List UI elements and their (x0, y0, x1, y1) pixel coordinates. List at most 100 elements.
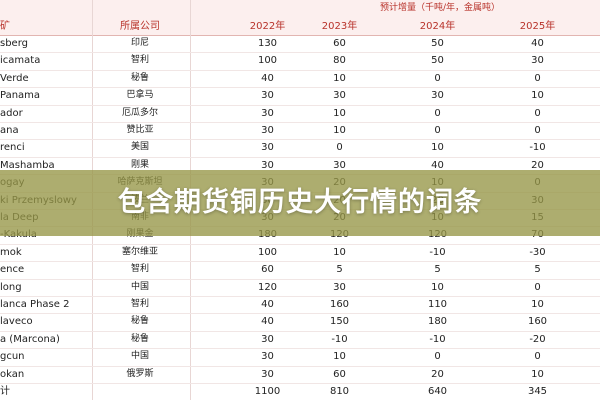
mine-name: renci (0, 142, 25, 154)
value: 150 (329, 316, 350, 328)
value: 345 (527, 386, 548, 397)
country: 中国 (130, 281, 149, 292)
country: 巴拿马 (126, 90, 154, 101)
row-divider (0, 104, 600, 106)
value: -10 (331, 333, 348, 345)
value: 10 (531, 90, 544, 102)
value: 30 (261, 351, 274, 363)
super-header: 预计增量（千吨/年，金属吨） (379, 3, 501, 13)
value: 40 (531, 38, 544, 49)
country: 秘鲁 (130, 72, 149, 83)
country: 中国 (130, 351, 149, 362)
column-header: 2024年 (419, 21, 456, 32)
header-background (0, 0, 600, 36)
country: 秘鲁 (130, 316, 149, 327)
value: 10 (531, 368, 544, 380)
value: 160 (329, 299, 350, 310)
row-divider (0, 278, 600, 280)
value: 100 (257, 55, 278, 67)
value: 30 (261, 142, 274, 154)
mine-name: icamata (0, 55, 41, 67)
mine-name: Mashamba (0, 159, 55, 171)
value: 80 (333, 55, 346, 67)
country: 塞尔维亚 (121, 246, 158, 257)
value: 0 (434, 72, 441, 84)
column-header: 矿 (0, 21, 10, 32)
value: 0 (534, 107, 541, 119)
value: -10 (529, 142, 546, 154)
banner-overlay (0, 170, 600, 236)
row-divider (0, 383, 600, 384)
row-divider (0, 69, 600, 71)
value: 0 (534, 125, 541, 136)
row-divider (0, 243, 600, 245)
value: 30 (333, 90, 346, 102)
row-divider (0, 261, 600, 263)
mine-name: ador (0, 107, 23, 119)
value: 60 (333, 38, 346, 49)
row-divider (0, 87, 600, 89)
row-divider (0, 139, 600, 141)
row-divider (0, 348, 600, 350)
country: 厄瓜多尔 (121, 107, 158, 118)
value: 50 (431, 55, 444, 67)
value: 30 (261, 90, 274, 102)
column-header: 2025年 (519, 21, 556, 32)
mine-name: okan (0, 368, 25, 380)
value: 100 (257, 246, 278, 258)
mine-name: mok (0, 246, 22, 258)
column-header: 2023年 (321, 21, 358, 32)
value: 0 (434, 107, 441, 119)
value: 110 (427, 299, 448, 310)
value: -30 (529, 246, 546, 258)
country: 智利 (130, 264, 149, 275)
value: 30 (261, 368, 274, 380)
value: 10 (333, 351, 346, 363)
row-divider (0, 122, 600, 123)
mine-name: long (0, 281, 22, 293)
mine-name: Verde (0, 72, 29, 84)
row-divider (0, 365, 600, 367)
column-header: 所属公司 (120, 21, 160, 32)
mine-name: gcun (0, 351, 25, 363)
value: 40 (261, 72, 274, 84)
value: 20 (531, 159, 544, 171)
column-header: 2022年 (249, 21, 286, 32)
mine-name: ence (0, 264, 25, 276)
value: 30 (261, 125, 274, 136)
country: 印尼 (130, 38, 149, 48)
mine-name: lanca Phase 2 (0, 299, 70, 310)
value: 120 (257, 281, 278, 293)
value: 10 (333, 125, 346, 136)
row-divider (0, 296, 600, 297)
row-divider (0, 156, 600, 158)
mine-name: a (Marcona) (0, 333, 60, 345)
value: 60 (261, 264, 274, 276)
mine-name: ana (0, 125, 19, 136)
value: 5 (434, 264, 441, 276)
value: 10 (333, 246, 346, 258)
value: 60 (333, 368, 346, 380)
country: 刚果 (130, 159, 149, 170)
value: 30 (261, 107, 274, 119)
value: 640 (427, 386, 448, 397)
value: 10 (431, 142, 444, 154)
mine-name: sberg (0, 38, 28, 49)
value: 0 (434, 125, 441, 136)
value: 10 (333, 72, 346, 84)
value: 160 (527, 316, 548, 328)
country: 秘鲁 (130, 333, 149, 344)
value: 30 (261, 159, 274, 171)
value: 1100 (254, 386, 281, 397)
mine-name: 计 (0, 386, 10, 397)
value: 0 (534, 281, 541, 293)
row-divider (0, 52, 600, 54)
row-divider (0, 313, 600, 315)
value: 5 (534, 264, 541, 276)
value: 180 (427, 316, 448, 328)
value: 30 (431, 90, 444, 102)
value: 40 (261, 316, 274, 328)
value: 40 (431, 159, 444, 171)
value: 40 (261, 299, 274, 310)
